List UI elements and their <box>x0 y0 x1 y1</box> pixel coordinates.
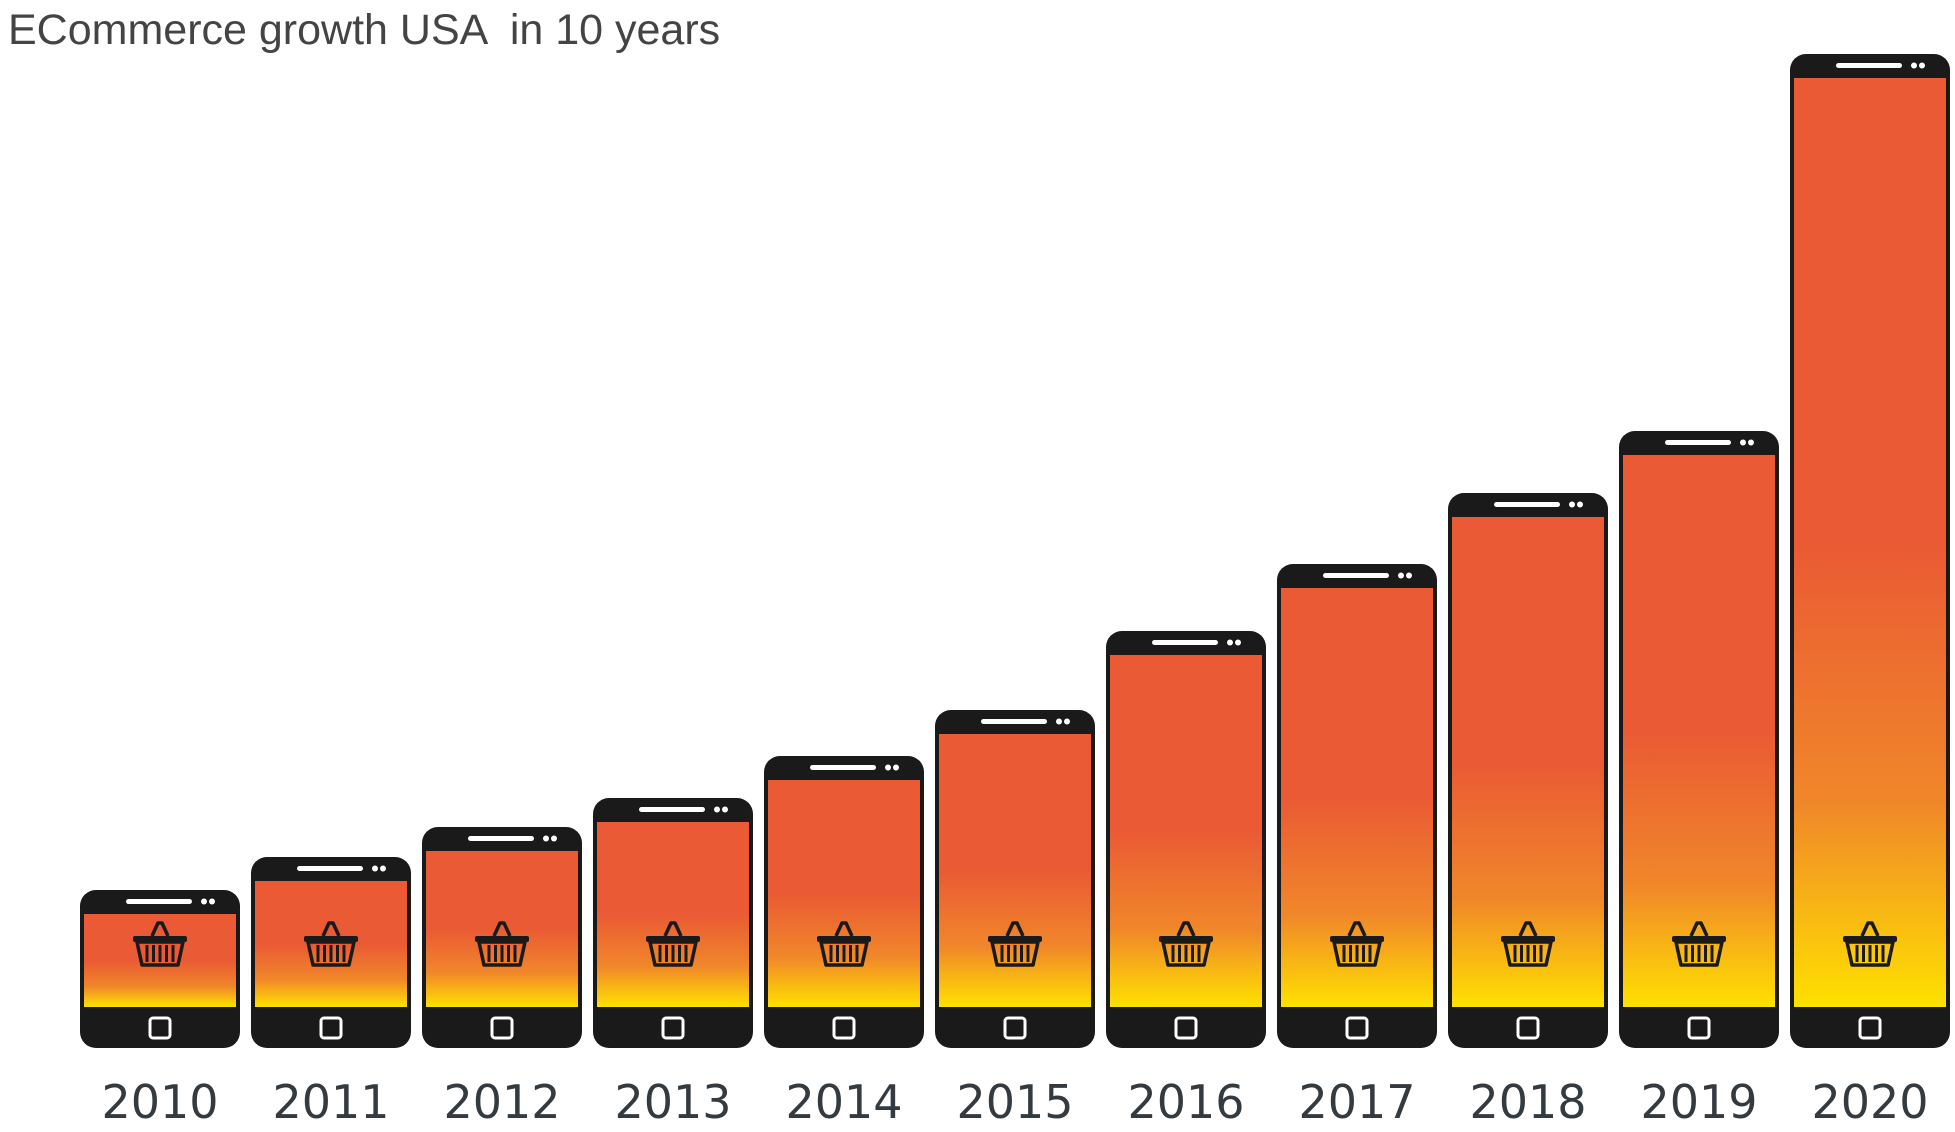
phone-screen <box>1281 588 1433 1007</box>
home-button <box>1516 1016 1540 1040</box>
sensor-dot <box>722 806 728 813</box>
speaker-slot <box>1152 640 1218 645</box>
sensor-dot <box>551 835 557 842</box>
speaker-slot <box>981 719 1047 724</box>
sensor-dot <box>1919 62 1925 69</box>
bar-phone <box>935 710 1095 1048</box>
bar-phone <box>80 890 240 1048</box>
chart-title: ECommerce growth USA in 10 years <box>8 6 721 54</box>
phone-screen <box>1623 455 1775 1007</box>
sensor-dot <box>1748 439 1754 446</box>
x-tick-label: 2020 <box>1811 1075 1928 1129</box>
phone-screen <box>768 780 920 1007</box>
x-tick-label: 2018 <box>1469 1075 1586 1129</box>
camera-dot <box>714 806 720 813</box>
x-tick-label: 2017 <box>1298 1075 1415 1129</box>
home-button <box>832 1016 856 1040</box>
camera-dot <box>1227 639 1233 646</box>
phone-screen <box>1452 517 1604 1007</box>
camera-dot <box>1056 718 1062 725</box>
bar-phone <box>422 827 582 1048</box>
phone-screen <box>426 851 578 1007</box>
speaker-slot <box>468 836 534 841</box>
shopping-basket-icon <box>988 921 1042 967</box>
home-button <box>490 1016 514 1040</box>
shopping-basket-icon <box>133 921 187 967</box>
shopping-basket-icon <box>1501 921 1555 967</box>
shopping-basket-icon <box>1672 921 1726 967</box>
x-axis-labels: 2010 2011 2012 2013 2014 2015 2016 2017 2018 2019… <box>101 1075 1928 1129</box>
sensor-dot <box>209 898 215 905</box>
bar-phone <box>1448 493 1608 1048</box>
bar-phone <box>1106 631 1266 1048</box>
phone-screen <box>255 881 407 1007</box>
camera-dot <box>543 835 549 842</box>
home-button <box>1174 1016 1198 1040</box>
home-button <box>319 1016 343 1040</box>
speaker-slot <box>297 866 363 871</box>
bar-phone <box>251 857 411 1048</box>
speaker-slot <box>1323 573 1389 578</box>
sensor-dot <box>893 764 899 771</box>
x-tick-label: 2011 <box>272 1075 389 1129</box>
shopping-basket-icon <box>304 921 358 967</box>
sensor-dot <box>380 865 386 872</box>
speaker-slot <box>1494 502 1560 507</box>
bar-phone <box>764 756 924 1048</box>
home-button <box>1345 1016 1369 1040</box>
x-tick-label: 2010 <box>101 1075 218 1129</box>
x-tick-label: 2019 <box>1640 1075 1757 1129</box>
camera-dot <box>885 764 891 771</box>
camera-dot <box>1911 62 1917 69</box>
camera-dot <box>1740 439 1746 446</box>
shopping-basket-icon <box>1159 921 1213 967</box>
bar-phone <box>1619 431 1779 1048</box>
x-tick-label: 2013 <box>614 1075 731 1129</box>
camera-dot <box>1398 572 1404 579</box>
home-button <box>1858 1016 1882 1040</box>
bar-phone <box>1790 54 1950 1048</box>
speaker-slot <box>126 899 192 904</box>
camera-dot <box>1569 501 1575 508</box>
home-button <box>1687 1016 1711 1040</box>
bars-group <box>80 54 1950 1048</box>
x-tick-label: 2012 <box>443 1075 560 1129</box>
sensor-dot <box>1235 639 1241 646</box>
speaker-slot <box>639 807 705 812</box>
sensor-dot <box>1064 718 1070 725</box>
camera-dot <box>201 898 207 905</box>
sensor-dot <box>1406 572 1412 579</box>
shopping-basket-icon <box>646 921 700 967</box>
shopping-basket-icon <box>1843 921 1897 967</box>
home-button <box>1003 1016 1027 1040</box>
x-tick-label: 2016 <box>1127 1075 1244 1129</box>
bar-phone <box>593 798 753 1048</box>
home-button <box>148 1016 172 1040</box>
sensor-dot <box>1577 501 1583 508</box>
x-tick-label: 2014 <box>785 1075 902 1129</box>
shopping-basket-icon <box>817 921 871 967</box>
speaker-slot <box>1836 63 1902 68</box>
bar-phone <box>1277 564 1437 1048</box>
phone-screen <box>597 822 749 1007</box>
speaker-slot <box>1665 440 1731 445</box>
phone-screen <box>1794 78 1946 1007</box>
home-button <box>661 1016 685 1040</box>
shopping-basket-icon <box>475 921 529 967</box>
shopping-basket-icon <box>1330 921 1384 967</box>
camera-dot <box>372 865 378 872</box>
x-tick-label: 2015 <box>956 1075 1073 1129</box>
speaker-slot <box>810 765 876 770</box>
